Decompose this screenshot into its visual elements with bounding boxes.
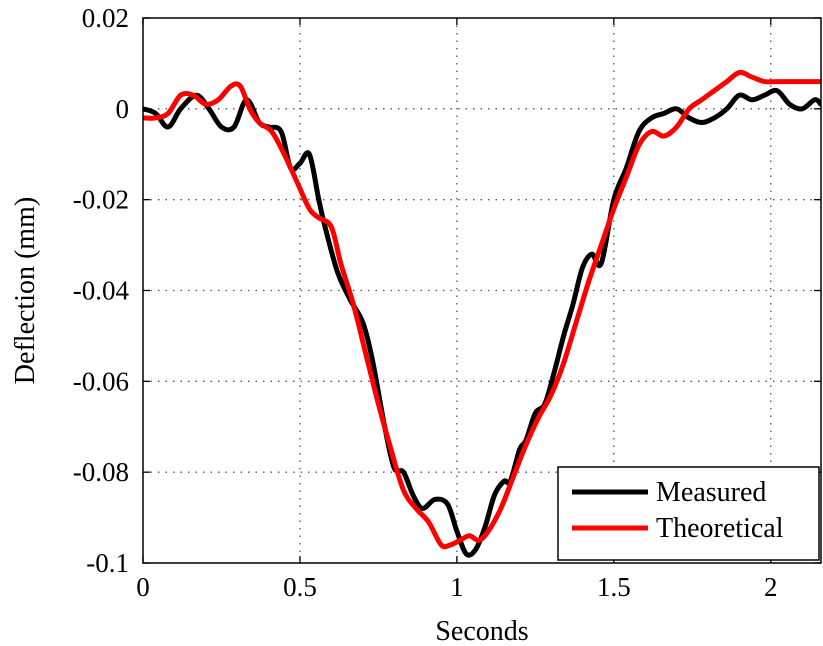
series-line-theoretical: [143, 69, 821, 550]
legend-label-measured: Measured: [656, 477, 766, 508]
y-tick-label: -0.08: [73, 457, 129, 487]
x-tick-label: 0: [136, 572, 150, 602]
series-lines: [143, 69, 821, 558]
series-line-measured: [143, 87, 821, 558]
legend: Measured Theoretical: [557, 466, 820, 561]
x-tick-label: 1.5: [597, 572, 631, 602]
y-tick-label: -0.04: [73, 276, 130, 306]
y-tick-label: -0.06: [73, 366, 129, 396]
y-tick-label: -0.02: [73, 185, 129, 215]
legend-label-theoretical: Theoretical: [656, 513, 784, 544]
tick-labels: 0 0.5 1 1.5 2 0.02 0 -0.02 -0.04 -0.06 -0.08 -0.1: [73, 3, 778, 602]
y-axis-label: Deflection (mm): [10, 197, 41, 384]
x-tick-label: 0.5: [283, 572, 317, 602]
y-tick-label: -0.1: [86, 548, 129, 578]
grid-lines: [143, 18, 821, 563]
y-tick-label: 0: [116, 94, 130, 124]
x-axis-label: Seconds: [435, 616, 528, 646]
legend-box: [557, 466, 820, 561]
x-tick-label: 1: [450, 572, 464, 602]
y-tick-label: 0.02: [82, 3, 129, 33]
x-tick-label: 2: [764, 572, 778, 602]
